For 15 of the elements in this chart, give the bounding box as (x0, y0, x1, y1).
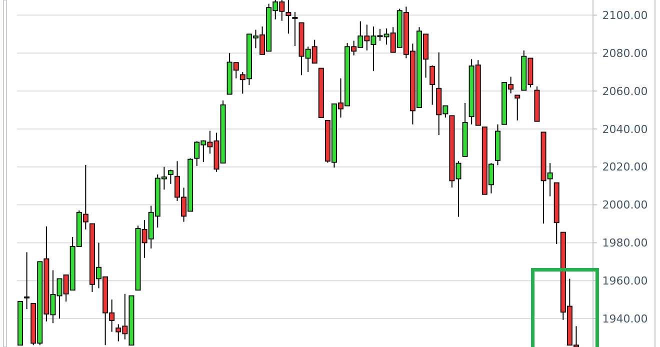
candlestick (24, 252, 30, 310)
y-tick-label: 1960.00 (602, 274, 648, 288)
candlestick (514, 94, 520, 121)
y-tick-label: 2080.00 (602, 46, 648, 60)
y-tick-label: 2020.00 (602, 160, 648, 174)
y-tick-label: 1980.00 (602, 236, 648, 250)
y-tick-label: 2100.00 (602, 9, 648, 22)
candlestick (292, 11, 298, 47)
y-tick-label: 2000.00 (602, 198, 648, 212)
y-tick-label: 1940.00 (602, 312, 648, 326)
candlestick (430, 64, 436, 106)
y-tick-label: 2040.00 (602, 122, 648, 136)
candlestick (168, 169, 174, 184)
candlestick (286, 0, 292, 34)
y-tick-label: 2060.00 (602, 84, 648, 98)
